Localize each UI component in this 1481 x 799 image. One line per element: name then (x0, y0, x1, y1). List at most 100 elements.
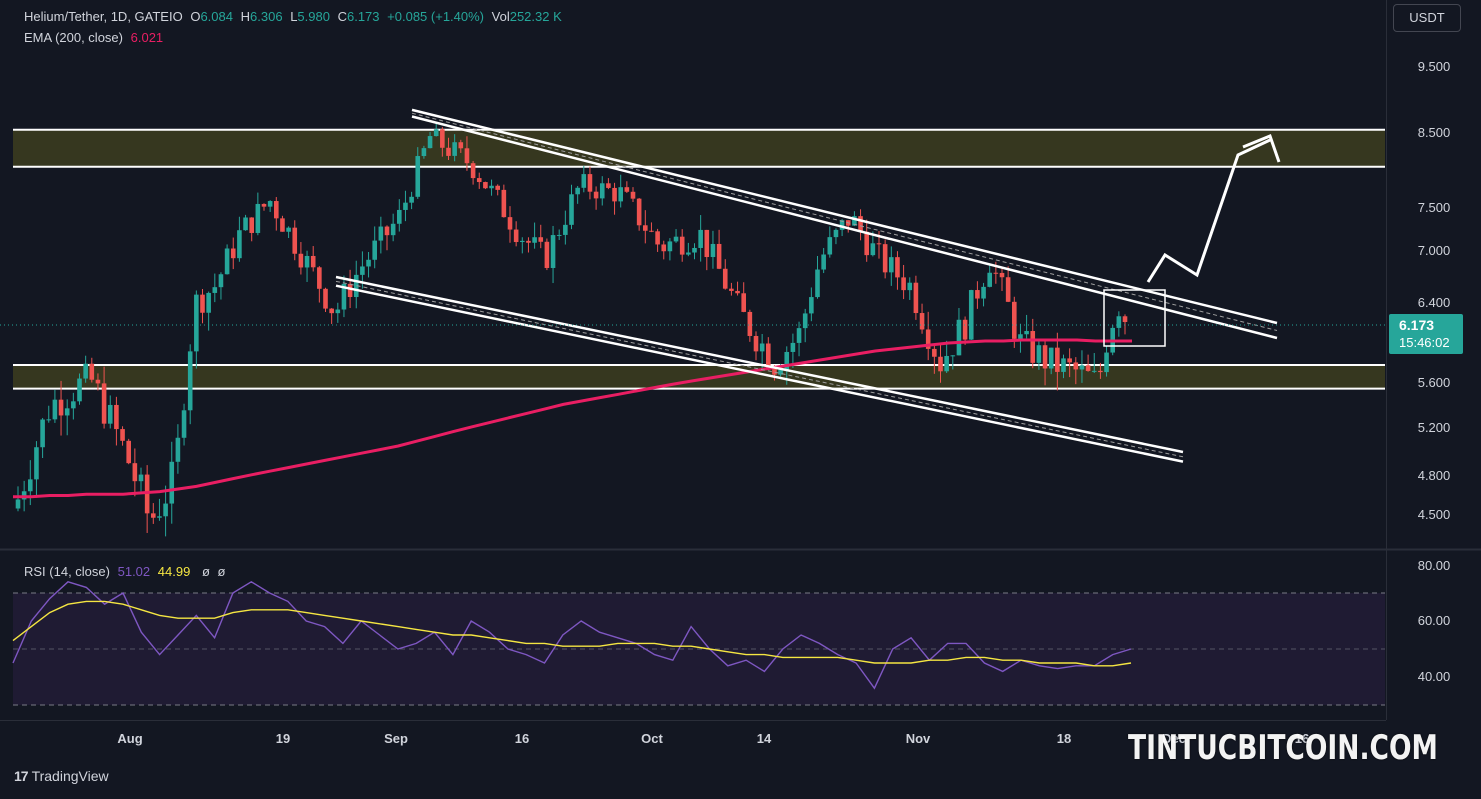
candle-body (1005, 277, 1011, 302)
channel-upper-outer (411, 108, 1278, 325)
price-tick-label: 6.400 (1418, 295, 1451, 310)
ema-legend-value: 6.021 (130, 30, 164, 45)
candle-body (366, 259, 371, 267)
candle-body (759, 343, 765, 352)
projection-arrow-path[interactable] (1146, 138, 1271, 283)
candle-body (679, 236, 685, 255)
candle-body (261, 203, 267, 207)
low-value: 5.980 (297, 9, 330, 24)
rsi-legend[interactable]: RSI (14, close) 51.02 44.99 ø ø (24, 564, 229, 579)
candle-body (390, 223, 396, 236)
rsi-tick-label: 40.00 (1418, 669, 1451, 684)
candle-body (919, 313, 925, 330)
high-value: 6.306 (250, 9, 283, 24)
time-tick-label: 16 (515, 731, 529, 746)
candle-body (766, 343, 771, 368)
candle-body (28, 479, 33, 492)
projection-arrow-head (1242, 134, 1281, 163)
candle-body (163, 503, 168, 517)
high-label: H (240, 9, 251, 24)
candle-body (987, 272, 992, 287)
rsi-axis[interactable]: 80.00 60.00 40.00 (1418, 558, 1451, 684)
candle-body (452, 142, 457, 156)
tradingview-brand[interactable]: 17 TradingView (14, 768, 109, 784)
price-tick-label: 7.000 (1418, 243, 1451, 258)
candle-body (397, 209, 402, 224)
candle-body (901, 277, 906, 291)
candle-body (753, 335, 759, 352)
time-tick-label: Oct (641, 731, 663, 746)
candle-body (1030, 331, 1036, 363)
candle-body (120, 429, 125, 441)
candle-body (292, 227, 298, 254)
candle-body (464, 148, 470, 164)
candle-body (1048, 347, 1054, 369)
channel-lower-outer (335, 275, 1184, 454)
price-tick-label: 5.200 (1418, 420, 1451, 435)
volume-value: 252.32 K (509, 9, 562, 24)
candle-body (778, 369, 783, 375)
time-tick-label: 18 (1057, 731, 1071, 746)
candle-body (796, 328, 802, 343)
price-tick-label: 8.500 (1418, 125, 1451, 140)
candle-body (772, 367, 777, 375)
candle-body (864, 231, 869, 256)
candle-body (907, 282, 913, 291)
candle-body (809, 297, 814, 314)
currency-button[interactable]: USDT (1393, 4, 1461, 32)
candle-body (526, 240, 531, 243)
open-value: 6.084 (200, 9, 233, 24)
ema-legend-label: EMA (200, close) (24, 30, 123, 45)
symbol-legend[interactable]: Helium/Tether, 1D, GATEIO O6.084 H6.306 … (24, 9, 566, 24)
candle-body (1091, 370, 1097, 372)
candle-body (1122, 316, 1128, 323)
candle-body (876, 243, 882, 245)
candle-body (882, 244, 888, 273)
candle-body (249, 217, 254, 233)
ema-legend[interactable]: EMA (200, close) 6.021 (24, 30, 167, 45)
time-axis[interactable]: Aug 19 Sep 16 Oct 14 Nov 18 Dec 16 (117, 731, 1309, 746)
candle-body (612, 187, 617, 202)
candle-body (132, 463, 138, 482)
candle-body (372, 240, 377, 260)
candle-body (956, 319, 962, 356)
candle-body (1036, 345, 1042, 363)
symbol-name[interactable]: Helium/Tether, 1D, GATEIO (24, 9, 183, 24)
consolidation-box[interactable] (1103, 289, 1166, 347)
candle-body (138, 474, 144, 482)
candle-body (310, 255, 316, 268)
candle-body (544, 241, 550, 268)
candle-body (747, 311, 753, 336)
site-watermark: TINTUCBITCOIN.COM (1128, 728, 1438, 768)
candle-body (932, 348, 937, 357)
price-axis[interactable]: 9.500 8.500 7.500 7.000 6.400 5.600 5.200 4.800… (1418, 59, 1451, 522)
candle-body (329, 308, 334, 314)
candle-body (341, 283, 347, 310)
tradingview-logo: 17 (14, 768, 29, 784)
price-pane[interactable] (0, 0, 1386, 548)
candle-body (839, 220, 845, 230)
low-label: L (290, 9, 298, 24)
candle-body (237, 230, 242, 259)
price-tick-label: 4.500 (1418, 507, 1451, 522)
bar-countdown: 15:46:02 (1399, 335, 1450, 350)
price-tick-label: 9.500 (1418, 59, 1451, 74)
candle-body (889, 257, 894, 273)
ema-200-line (13, 338, 1132, 499)
candle-body (440, 129, 445, 148)
candle-body (212, 287, 218, 293)
candle-body (89, 363, 95, 380)
candle-body (489, 185, 494, 189)
candle-body (581, 174, 587, 188)
volume-label: Vol (491, 9, 510, 24)
tradingview-name: TradingView (31, 768, 109, 784)
candles-layer (15, 123, 1128, 537)
candle-body (52, 399, 58, 420)
candle-body (1098, 370, 1103, 373)
candle-body (495, 185, 500, 190)
candle-body (532, 237, 537, 243)
candle-body (83, 363, 88, 379)
candle-body (729, 288, 734, 291)
candle-body (169, 461, 175, 504)
